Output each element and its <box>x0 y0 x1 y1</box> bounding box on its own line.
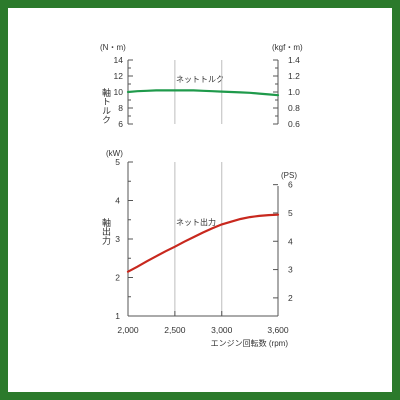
torque-right-tick-label: 1.4 <box>288 55 300 65</box>
torque-right-tick-label: 1.0 <box>288 87 300 97</box>
torque-axis-label: 軸トルク <box>101 87 111 124</box>
torque-right-tick-label: 0.8 <box>288 103 300 113</box>
output-right-tick-label: 4 <box>288 236 293 246</box>
output-right-tick-label: 3 <box>288 265 293 275</box>
torque-right-tick-label: 0.6 <box>288 119 300 129</box>
x-tick-label: 3,600 <box>267 325 289 335</box>
x-axis-title: エンジン回転数 (rpm) <box>211 338 289 348</box>
output-left-tick-label: 3 <box>115 234 120 244</box>
torque-series-label: ネットトルク <box>176 75 224 84</box>
output-series-line <box>126 213 280 273</box>
torque-series-line <box>126 89 280 97</box>
torque-left-tick-label: 10 <box>114 87 124 97</box>
output-right-tick-label: 6 <box>288 180 293 190</box>
torque-left-tick-label: 14 <box>114 55 124 65</box>
torque-left-tick-label: 8 <box>118 103 123 113</box>
output-right-tick-label: 2 <box>288 293 293 303</box>
output-right-tick-label: 5 <box>288 208 293 218</box>
torque-right-unit: (kgf・m) <box>272 43 303 52</box>
x-tick-label: 3,000 <box>211 325 233 335</box>
output-left-tick-label: 5 <box>115 157 120 167</box>
torque-left-tick-label: 12 <box>114 71 124 81</box>
x-tick-label: 2,000 <box>117 325 139 335</box>
output-left-unit: (kW) <box>106 149 123 158</box>
torque-right-tick-label: 1.2 <box>288 71 300 81</box>
x-tick-label: 2,500 <box>164 325 186 335</box>
output-right-unit: (PS) <box>281 171 297 180</box>
torque-left-tick-label: 6 <box>118 119 123 129</box>
output-axis-label: 軸出力 <box>101 217 111 246</box>
output-left-tick-label: 1 <box>115 311 120 321</box>
torque-left-unit: (N・m) <box>100 43 126 52</box>
output-left-tick-label: 2 <box>115 273 120 283</box>
output-series-label: ネット出力 <box>176 217 216 227</box>
output-left-tick-label: 4 <box>115 196 120 206</box>
